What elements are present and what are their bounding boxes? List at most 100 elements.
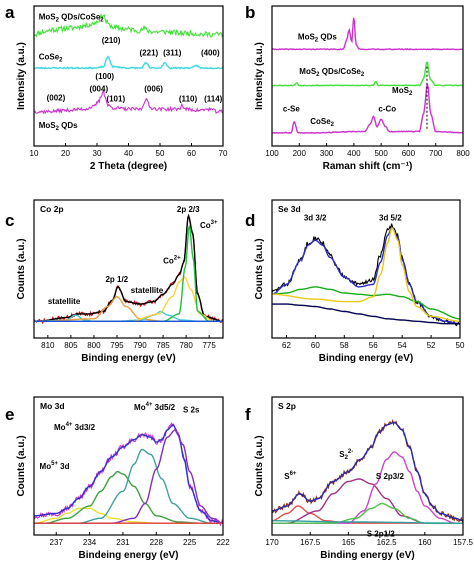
annotation-label-main: S 2s (183, 406, 200, 415)
series-group (272, 223, 460, 327)
annotation-label: MoS2 (392, 86, 413, 97)
series-line-a-0 (34, 12, 223, 39)
annotation-label-main: (006) (144, 85, 163, 94)
series-line-f-1 (272, 421, 463, 522)
panel-f: 170 167.5 165 162.5 160 157.5 Binding energy (… (245, 396, 474, 561)
annotation-label-main: (002) (47, 93, 66, 102)
x-tick-label: 228 (150, 538, 164, 547)
annotation-label: (110) (179, 95, 198, 104)
plot-frame (33, 396, 224, 536)
annotation-label-sub: 2 (315, 37, 319, 43)
annotation-label: statellite (131, 286, 164, 295)
annotation-label: MoS2 QDs (298, 32, 337, 43)
annotation-label-sup: 3+ (211, 220, 218, 226)
panel-title: Co 2p (40, 204, 64, 214)
x-tick-label: 810 (41, 341, 55, 350)
annotation-label-main: CoSe (310, 117, 331, 126)
annotation-label-main: S (284, 472, 290, 481)
annotation-label-main: CoSe (39, 52, 60, 61)
annotation-label-main: Mo (54, 423, 66, 432)
x-tick-label: 500 (374, 149, 388, 158)
annotation-label: Mo4+ 3d5/2 (134, 402, 176, 412)
annotation-label-main: statellite (48, 297, 81, 306)
x-tick-label: 30 (93, 149, 102, 158)
x-tick-label: 60 (187, 149, 196, 158)
x-tick-label: 790 (133, 341, 147, 350)
x-tick-label: 237 (50, 538, 64, 547)
annotation-label-sub: 2 (56, 17, 60, 23)
annotation-label-sub: 2 (345, 455, 349, 461)
annotation-label-rest: 3d3/2 (72, 423, 95, 432)
series-line-b-2 (272, 83, 463, 134)
series-line-c-1 (34, 213, 223, 322)
annotation-label-main: S (339, 450, 345, 459)
panel-letter: f (245, 405, 251, 424)
y-axis-label: Intensity (a.u.) (254, 42, 265, 110)
x-axis-label: Binding energy (eV) (81, 353, 175, 364)
annotation-label-main: MoS (392, 86, 410, 95)
x-tick-label: 400 (347, 149, 361, 158)
annotation-label: c-Se (283, 105, 300, 114)
annotation-label: (210) (102, 36, 121, 45)
annotation-label-sub2: 2 (100, 17, 104, 23)
x-axis-label: Binding energy (eV) (320, 550, 414, 561)
x-tick-label: 10 (30, 149, 39, 158)
x-tick-label: 780 (179, 341, 193, 350)
panel-c: 810 805 800 795 790 785 780 775 Binding energy (… (5, 199, 224, 364)
x-tick-label: 225 (183, 538, 197, 547)
annotation-label-rest: 3d (58, 462, 70, 471)
annotation-label-main: Co (200, 221, 211, 230)
annotation-label-main: (400) (201, 49, 220, 58)
annotation-label: 3d 5/2 (379, 214, 402, 223)
annotation-label: 3d 3/2 (304, 214, 327, 223)
x-tick-label: 785 (156, 341, 170, 350)
annotation-label-main: c-Co (378, 105, 396, 114)
annotation-label-main: Co (163, 257, 174, 266)
annotation-label-rest: QDs (59, 121, 78, 130)
x-tick-label: 800 (456, 149, 470, 158)
series-group (34, 421, 223, 527)
x-tick-label: 40 (124, 149, 133, 158)
annotation-label: Co3+ (200, 220, 218, 230)
panel-letter: d (245, 211, 255, 230)
plot-frame (271, 199, 461, 339)
annotation-label: S22- (339, 449, 353, 461)
series-line-d-0 (272, 223, 460, 327)
x-tick-label: 300 (320, 149, 334, 158)
annotation-label-main: 2p 1/2 (105, 275, 128, 284)
annotation-label-main: (210) (102, 36, 121, 45)
annotation-label: Mo4+ 3d3/2 (54, 422, 96, 432)
annotation-label: (114) (204, 95, 223, 104)
series-group (34, 12, 223, 115)
x-tick-label: 70 (219, 149, 228, 158)
annotation-label-sup: 6+ (290, 471, 297, 477)
series-line-a-1 (34, 55, 223, 70)
annotation-label-main: c-Se (283, 105, 300, 114)
series-group (272, 418, 463, 524)
x-tick-label: 795 (110, 341, 124, 350)
panel-a: 10 20 30 40 50 60 70 2 Theta (degree) Intensity … (5, 3, 228, 172)
series-line-b-1 (272, 61, 463, 87)
annotation-label-main: MoS (298, 32, 316, 41)
annotation-label-main: MoS (39, 12, 57, 21)
annotation-label-main: 3d 5/2 (379, 214, 402, 223)
x-tick-label: 805 (64, 341, 78, 350)
panel-title: S 2p (278, 401, 296, 411)
annotation-label-main: (311) (163, 49, 182, 58)
annotation-label: MoS2 QDs (39, 121, 78, 132)
panel-letter: b (245, 3, 255, 22)
annotation-label-rest: QDs/CoSe (320, 67, 362, 76)
x-axis-label: Bindeing energy (eV) (78, 550, 178, 561)
x-axis-label: Binding energy (eV) (319, 353, 413, 364)
annotation-label: S 2s (183, 406, 200, 415)
y-axis-label: Counts (a.u.) (16, 435, 27, 496)
annotation-label-main: (100) (95, 72, 114, 81)
annotation-label: CoSe2 (310, 117, 334, 128)
series-line-a-2 (34, 89, 223, 115)
annotation-label: 2p 1/2 (105, 275, 128, 284)
series-line-f-4 (272, 451, 463, 524)
annotation-label-main: (110) (179, 95, 198, 104)
panel-letter: e (5, 405, 14, 424)
x-tick-label: 167.5 (300, 538, 321, 547)
series-line-d-4 (272, 303, 460, 325)
